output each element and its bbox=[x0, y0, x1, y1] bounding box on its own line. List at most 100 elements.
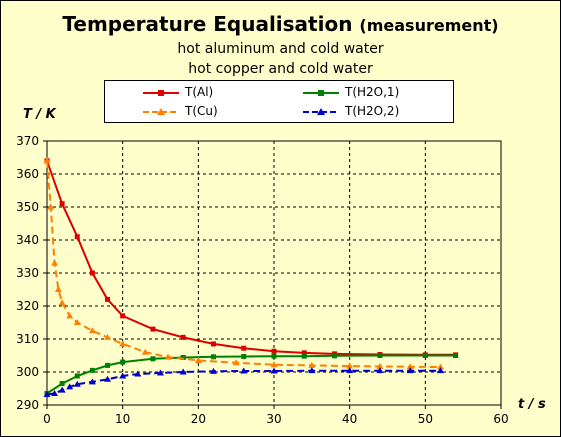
series-line-2 bbox=[46, 160, 441, 369]
data-point bbox=[157, 369, 164, 376]
data-point bbox=[376, 367, 384, 374]
data-point bbox=[105, 362, 111, 368]
data-point bbox=[179, 368, 187, 375]
y-tick-label: 310 bbox=[16, 332, 39, 346]
data-point bbox=[406, 363, 414, 370]
data-point bbox=[377, 353, 383, 358]
y-tick-label: 340 bbox=[16, 233, 39, 247]
data-point bbox=[58, 299, 66, 306]
data-point bbox=[241, 353, 247, 359]
data-point bbox=[210, 341, 216, 347]
data-point bbox=[51, 389, 59, 396]
data-point bbox=[47, 203, 55, 210]
data-point bbox=[54, 286, 62, 292]
data-point bbox=[210, 354, 216, 360]
data-point bbox=[59, 381, 65, 387]
data-point bbox=[43, 390, 51, 397]
x-tick-label: 20 bbox=[191, 412, 206, 426]
x-tick-label: 40 bbox=[342, 412, 357, 426]
chart-title-main: Temperature Equalisation bbox=[62, 12, 353, 36]
legend-swatch-h2o-1 bbox=[303, 90, 339, 96]
y-tick-label: 330 bbox=[16, 266, 39, 280]
data-point bbox=[209, 367, 217, 374]
x-tick-label: 0 bbox=[43, 412, 51, 426]
axis-layer: 0 10 20 30 40 50 60 290 300 310 320 330 340 350 360 370 bbox=[16, 134, 509, 426]
legend-swatch-h2o-2 bbox=[303, 108, 339, 115]
data-point bbox=[346, 362, 354, 369]
legend-label-al: T(Al) bbox=[185, 85, 214, 99]
data-point bbox=[141, 348, 149, 355]
series-line-0 bbox=[46, 160, 456, 356]
data-point bbox=[346, 367, 354, 374]
data-point bbox=[308, 367, 316, 374]
x-tick-label: 10 bbox=[115, 412, 130, 426]
data-point bbox=[453, 353, 459, 358]
data-point bbox=[88, 327, 96, 334]
x-tick-label: 60 bbox=[493, 412, 508, 426]
y-tick-label: 370 bbox=[16, 134, 39, 148]
data-point bbox=[73, 380, 81, 387]
chart-subtitle-2: hot copper and cold water bbox=[188, 61, 373, 77]
data-point bbox=[105, 296, 111, 302]
y-axis-label: T / K bbox=[23, 107, 56, 122]
data-point bbox=[66, 312, 74, 319]
chart-title: Temperature Equalisation (measurement) bbox=[1, 12, 560, 36]
series-layer bbox=[43, 157, 459, 397]
data-point bbox=[241, 345, 247, 351]
data-point bbox=[120, 313, 126, 319]
data-point bbox=[376, 362, 384, 369]
grid-lines bbox=[47, 141, 501, 405]
data-point bbox=[436, 363, 444, 370]
data-point bbox=[73, 319, 81, 325]
data-point bbox=[194, 356, 202, 363]
data-point bbox=[164, 353, 172, 360]
y-tick-label: 350 bbox=[16, 200, 39, 214]
legend-swatch-cu bbox=[143, 108, 179, 115]
legend-label-h2o-1: T(H2O,1) bbox=[345, 85, 400, 99]
data-point bbox=[301, 353, 307, 359]
chart-subtitle-1: hot aluminum and cold water bbox=[177, 41, 384, 57]
data-point bbox=[89, 270, 95, 276]
legend-swatch-al bbox=[143, 90, 179, 96]
data-point bbox=[104, 333, 112, 340]
data-point bbox=[66, 383, 74, 390]
legend-label-h2o-2: T(H2O,2) bbox=[345, 104, 400, 118]
data-point bbox=[89, 367, 95, 373]
data-point bbox=[301, 350, 307, 356]
chart-legend: T(Al) T(Cu) T(H2O,1) T(H2O,2) bbox=[104, 80, 454, 123]
x-axis-label: t / s bbox=[518, 397, 546, 412]
data-point bbox=[270, 361, 278, 368]
data-point bbox=[270, 367, 278, 374]
data-point bbox=[120, 359, 126, 365]
data-point bbox=[59, 201, 65, 207]
x-tick-label: 30 bbox=[266, 412, 281, 426]
legend-label-cu: T(Cu) bbox=[185, 104, 218, 118]
chart-title-suffix: (measurement) bbox=[359, 16, 499, 35]
data-point bbox=[119, 372, 127, 379]
data-point bbox=[240, 367, 248, 374]
data-point bbox=[436, 367, 444, 374]
y-tick-label: 360 bbox=[16, 167, 39, 181]
data-point bbox=[104, 375, 112, 382]
data-point bbox=[43, 157, 51, 164]
data-point bbox=[180, 354, 186, 360]
data-point bbox=[308, 361, 316, 368]
data-point bbox=[406, 367, 414, 374]
data-point bbox=[51, 259, 59, 266]
data-point bbox=[150, 356, 156, 362]
data-point bbox=[88, 378, 96, 385]
data-point bbox=[134, 370, 142, 377]
data-point bbox=[119, 340, 127, 347]
data-point bbox=[271, 353, 277, 359]
data-point bbox=[150, 326, 156, 332]
data-point bbox=[422, 353, 428, 358]
data-point bbox=[74, 373, 80, 379]
x-tick-label: 50 bbox=[418, 412, 433, 426]
y-tick-label: 290 bbox=[16, 398, 39, 412]
data-point bbox=[74, 234, 80, 240]
data-point bbox=[271, 348, 277, 354]
data-point bbox=[232, 359, 240, 366]
data-point bbox=[58, 386, 66, 393]
